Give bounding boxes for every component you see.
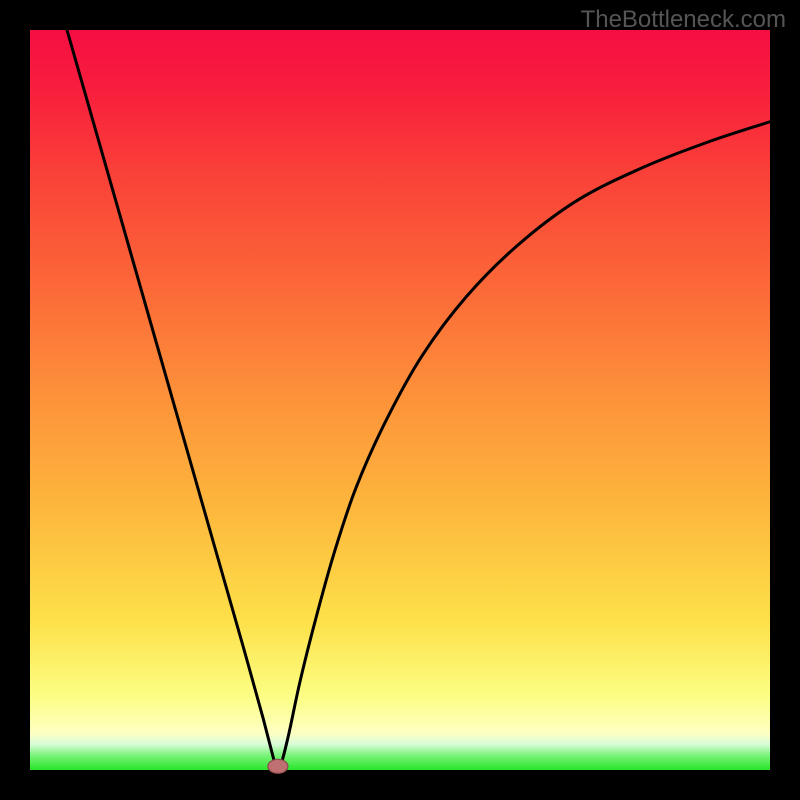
watermark-text: TheBottleneck.com [581, 6, 786, 34]
optimal-point-marker [268, 759, 288, 773]
chart-container: TheBottleneck.com [0, 0, 800, 800]
bottleneck-chart [0, 0, 800, 800]
